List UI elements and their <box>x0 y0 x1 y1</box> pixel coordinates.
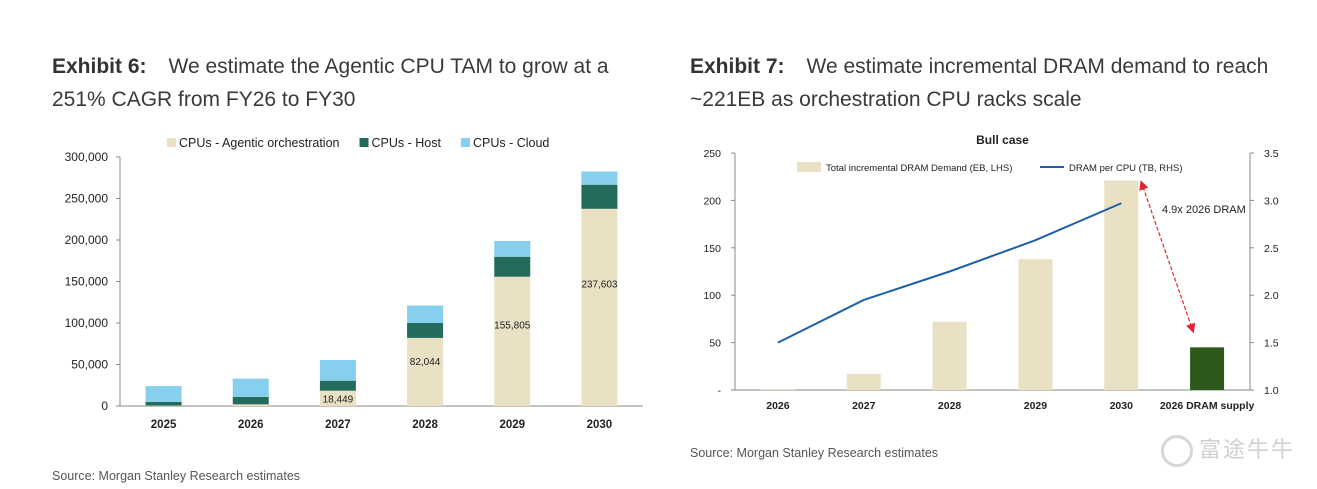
x-tick-label: 2026 DRAM supply <box>1160 400 1255 412</box>
data-label: 82,044 <box>410 357 441 368</box>
legend-swatch-bars <box>797 162 821 172</box>
left-tick-label: 50 <box>709 338 721 350</box>
exhibit-7-source: Source: Morgan Stanley Research estimate… <box>690 446 939 460</box>
exhibit-6-source: Source: Morgan Stanley Research estimate… <box>52 469 301 483</box>
exhibit-6-title: Exhibit 6: We estimate the Agentic CPU TA… <box>52 50 652 116</box>
right-tick-label: 3.5 <box>1264 148 1279 160</box>
legend-label: CPUs - Host <box>372 136 442 150</box>
bar-segment <box>407 322 444 338</box>
watermark: 富途牛牛 <box>1160 432 1295 467</box>
bar-segment <box>494 240 531 257</box>
bar-segment <box>232 404 269 406</box>
x-tick-label: 2025 <box>151 419 177 431</box>
bar-segment <box>581 171 618 185</box>
demand-bar <box>846 373 881 390</box>
legend-label: CPUs - Agentic orchestration <box>179 136 340 150</box>
bar-segment <box>145 386 182 402</box>
x-tick-label: 2028 <box>412 419 438 431</box>
x-tick-label: 2027 <box>852 400 876 412</box>
exhibit-7-title: Exhibit 7: We estimate incremental DRAM d… <box>690 50 1290 116</box>
bar-segment <box>407 305 444 323</box>
legend-swatch <box>460 138 470 147</box>
supply-bar <box>1190 347 1225 390</box>
right-tick-label: 1.0 <box>1264 385 1279 397</box>
x-tick-label: 2026 <box>766 400 790 412</box>
y-tick-label: 100,000 <box>65 316 109 330</box>
bar-segment <box>581 184 618 209</box>
annotation-arrow <box>1139 180 1196 334</box>
bar-segment <box>145 401 182 406</box>
x-tick-label: 2027 <box>325 419 351 431</box>
demand-bar <box>1018 259 1053 390</box>
bar-segment <box>232 378 269 397</box>
legend-swatch <box>167 138 176 147</box>
right-tick-label: 2.0 <box>1264 290 1279 302</box>
left-tick-label: 200 <box>703 195 721 207</box>
annotation-label: 4.9x 2026 DRAM <box>1162 204 1246 216</box>
legend-label-bars: Total incremental DRAM Demand (EB, LHS) <box>826 163 1012 174</box>
legend-label: CPUs - Cloud <box>473 136 549 150</box>
y-tick-label: 0 <box>101 399 108 413</box>
right-tick-label: 3.0 <box>1264 195 1279 207</box>
x-tick-label: 2030 <box>1110 400 1134 412</box>
dram-per-cpu-line <box>777 202 1122 344</box>
right-tick-label: 1.5 <box>1264 338 1279 350</box>
bar-segment <box>319 390 356 406</box>
watermark-text: 富途牛牛 <box>1198 436 1295 462</box>
legend-swatch <box>359 138 369 147</box>
y-tick-label: 150,000 <box>65 275 109 289</box>
bar-segment <box>581 208 618 406</box>
bar-segment <box>407 337 444 406</box>
demand-bar <box>760 389 795 390</box>
x-tick-label: 2028 <box>938 400 962 412</box>
left-tick-label: 100 <box>703 290 721 302</box>
data-label: 155,805 <box>494 320 531 331</box>
exhibit-7-title-line1: We estimate incremental DRAM demand to r… <box>806 55 1269 78</box>
watermark-logo-icon <box>1160 435 1193 467</box>
x-tick-label: 2029 <box>1024 400 1048 412</box>
bar-segment <box>232 396 269 405</box>
legend-label-line: DRAM per CPU (TB, RHS) <box>1069 163 1182 174</box>
left-tick-label: - <box>718 385 722 397</box>
bar-segment <box>494 256 531 277</box>
y-tick-label: 250,000 <box>65 192 109 206</box>
bar-segment <box>494 276 531 406</box>
x-tick-label: 2030 <box>587 419 613 431</box>
data-label: 18,449 <box>323 394 354 405</box>
exhibit-7-label: Exhibit 7: <box>690 55 785 78</box>
data-label: 237,603 <box>581 280 618 291</box>
bar-segment <box>319 359 356 381</box>
x-tick-label: 2029 <box>499 419 525 431</box>
left-tick-label: 150 <box>703 243 721 255</box>
exhibit-6-title-line1: We estimate the Agentic CPU TAM to grow … <box>168 55 609 78</box>
y-tick-label: 50,000 <box>71 358 108 372</box>
y-tick-label: 200,000 <box>65 233 109 247</box>
demand-bar <box>1104 180 1139 390</box>
exhibit-6-title-line2: 251% CAGR from FY26 to FY30 <box>52 88 356 111</box>
y-tick-label: 300,000 <box>65 150 109 164</box>
right-tick-label: 2.5 <box>1264 243 1279 255</box>
left-tick-label: 250 <box>703 148 721 160</box>
exhibit-6-label: Exhibit 6: <box>52 55 147 78</box>
exhibit-7-title-line2: ~221EB as orchestration CPU racks scale <box>690 88 1082 111</box>
demand-bar <box>932 321 967 390</box>
x-tick-label: 2026 <box>238 419 264 431</box>
chart-title: Bull case <box>976 133 1029 147</box>
bar-segment <box>319 380 356 391</box>
